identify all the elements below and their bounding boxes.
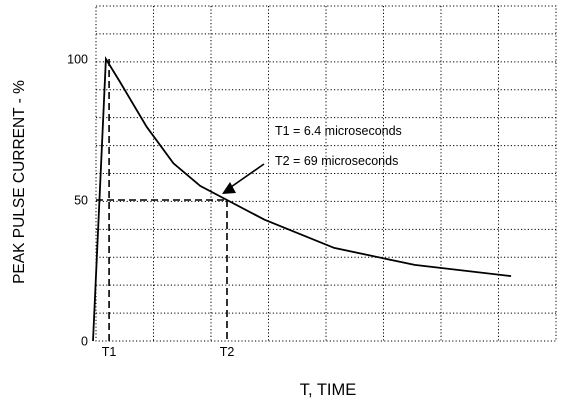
- y-tick-label: 0: [81, 335, 88, 349]
- y-tick-label: 50: [74, 194, 88, 208]
- x-tick-label: T1: [102, 345, 117, 359]
- pulse-curve-line: [92, 56, 512, 342]
- y-tick-labels: 0 50 100: [67, 53, 88, 349]
- annotation-t2: T2 = 69 microseconds: [275, 154, 398, 168]
- y-axis-label: PEAK PULSE CURRENT - %: [11, 80, 28, 284]
- y-tick-label: 100: [67, 53, 88, 67]
- x-axis-label: T, TIME: [300, 381, 357, 399]
- pulse-waveform: [92, 56, 512, 342]
- reference-lines: [96, 59, 228, 341]
- grid: [95, 5, 557, 342]
- annotation-arrow-head: [222, 182, 236, 194]
- annotation-t1: T1 = 6.4 microseconds: [275, 124, 402, 138]
- annotation-arrow-shaft: [230, 163, 265, 188]
- x-tick-label: T2: [220, 345, 235, 359]
